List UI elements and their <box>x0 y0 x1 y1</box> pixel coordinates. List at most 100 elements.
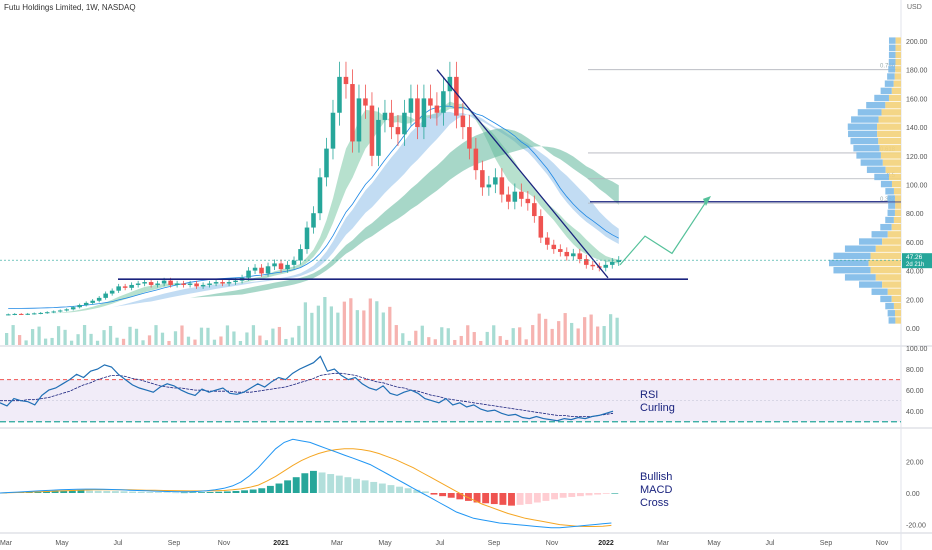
candle <box>12 313 18 315</box>
volume-profile-bar <box>885 166 901 173</box>
candle <box>428 98 433 106</box>
volume-profile-bar <box>893 216 901 224</box>
volume-profile-bar <box>882 238 901 245</box>
price-badge-value: 47.26 <box>906 254 923 261</box>
macd-histogram-bar <box>266 485 274 493</box>
volume-profile-bar <box>893 302 901 310</box>
volume-profile-bar <box>871 231 888 238</box>
volume-bar <box>108 325 113 345</box>
volume-bar <box>199 327 204 345</box>
volume-profile-bar <box>887 231 901 238</box>
volume-profile-bar <box>895 44 901 51</box>
volume-bar <box>524 339 528 345</box>
candle <box>363 98 368 106</box>
candle <box>207 283 212 285</box>
volume-bar <box>245 332 249 345</box>
candle <box>122 286 128 288</box>
candle <box>291 260 297 265</box>
candle <box>174 283 180 285</box>
candle <box>356 98 362 142</box>
y-axis-tick-label: 200.00 <box>906 39 928 46</box>
macd-histogram-bar <box>568 493 576 497</box>
volume-profile-bar <box>877 130 901 138</box>
volume-bar <box>271 328 275 345</box>
volume-bar <box>602 326 606 345</box>
candle <box>532 203 537 217</box>
volume-bar <box>63 329 67 345</box>
candle <box>44 312 50 314</box>
candle <box>480 170 485 188</box>
volume-bar <box>388 306 392 345</box>
macd-histogram-bar <box>456 493 464 500</box>
volume-bar <box>557 321 561 345</box>
volume-profile-bar <box>829 259 869 267</box>
y-axis-tick-label: 140.00 <box>906 125 928 132</box>
candle <box>213 282 219 284</box>
candle <box>109 290 115 294</box>
candle <box>155 283 160 285</box>
volume-bar <box>160 332 165 345</box>
volume-bar <box>11 325 15 345</box>
volume-bar <box>375 301 379 345</box>
macd-histogram-bar <box>215 491 223 493</box>
macd-histogram-bar <box>499 493 507 505</box>
candle <box>311 213 316 228</box>
candle <box>324 148 329 178</box>
macd-histogram-bar <box>249 489 257 493</box>
macd-histogram-bar <box>60 490 68 493</box>
candle <box>96 297 102 301</box>
volume-bar <box>498 336 502 345</box>
volume-bar <box>95 340 100 345</box>
macd-histogram-bar <box>155 492 162 493</box>
chart-title: Futu Holdings Limited, 1W, NASDAQ <box>4 3 136 12</box>
volume-bar <box>76 334 80 345</box>
x-axis-tick-label: Mar <box>0 540 13 547</box>
macd-histogram-bar <box>525 493 533 505</box>
candle <box>18 313 24 315</box>
volume-bar <box>472 332 476 345</box>
y-axis-tick-label: 120.00 <box>906 154 928 161</box>
candle <box>493 177 498 185</box>
candle <box>220 282 225 284</box>
candle <box>330 112 336 149</box>
volume-bar <box>511 328 515 345</box>
volume-profile-bar <box>888 37 896 44</box>
volume-profile-bar <box>895 202 901 209</box>
candle <box>168 280 173 285</box>
macd-signal-line <box>0 448 612 527</box>
volume-bar <box>336 312 340 345</box>
volume-bar <box>82 325 87 345</box>
candle <box>343 76 349 85</box>
volume-bar <box>17 335 22 345</box>
volume-profile-bar <box>878 116 901 123</box>
volume-profile-bar <box>894 73 901 80</box>
y-axis-tick-label: 20.00 <box>906 297 924 304</box>
candle <box>298 249 303 261</box>
candle <box>252 267 258 271</box>
candle <box>51 311 56 313</box>
candle <box>233 280 238 283</box>
volume-bar <box>147 335 152 345</box>
candle <box>447 76 453 92</box>
candle <box>473 148 479 171</box>
volume-bar <box>420 325 424 345</box>
macd-histogram-bar <box>387 485 395 493</box>
volume-bar <box>453 339 457 345</box>
candle <box>571 253 576 257</box>
rsi-axis-label: 80.00 <box>906 367 924 374</box>
volume-bar <box>284 338 288 345</box>
candle <box>246 270 251 278</box>
rsi-annotation: RSI <box>640 389 658 401</box>
macd-histogram-bar <box>223 491 231 493</box>
downtrend-line <box>436 69 609 279</box>
volume-profile-bar <box>888 94 901 102</box>
macd-axis-label: 0.00 <box>906 491 920 498</box>
macd-histogram-bar <box>353 478 360 493</box>
macd-histogram-bar <box>533 493 541 503</box>
volume-profile-bar <box>853 145 880 152</box>
volume-profile-bar <box>894 195 901 202</box>
